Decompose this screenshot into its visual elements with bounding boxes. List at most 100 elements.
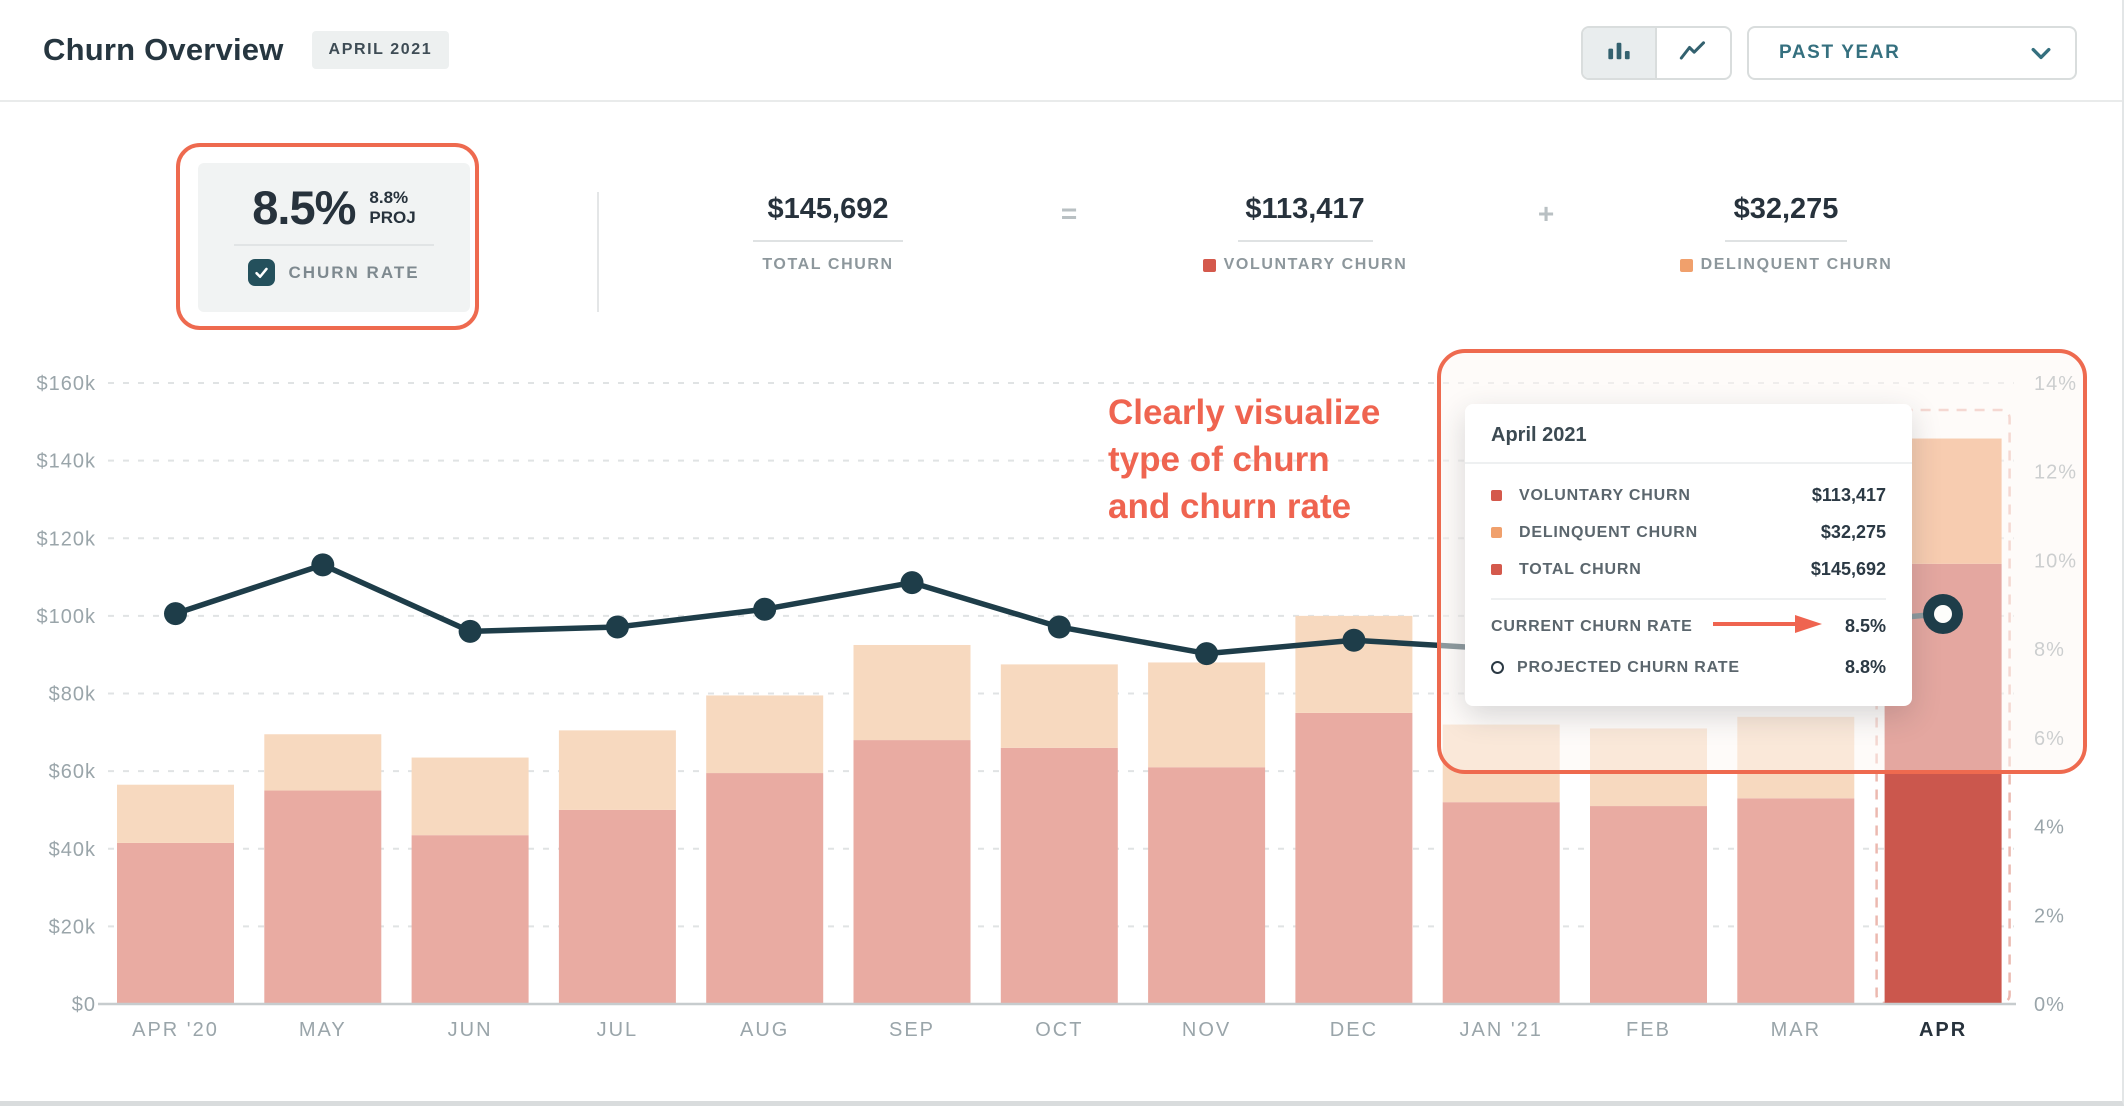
churn-rate-point-JUN[interactable] <box>458 619 482 643</box>
bar-voluntary-MAR[interactable] <box>1737 798 1855 1004</box>
x-axis-label-APR: APR <box>1919 1019 1967 1041</box>
x-axis-label-JUL: JUL <box>597 1019 639 1041</box>
chart-tooltip: April 2021 VOLUNTARY CHURN $113,417 DELI… <box>1465 404 1912 706</box>
card-divider <box>234 244 434 246</box>
y-axis-label-right: 4% <box>2034 817 2065 839</box>
annotation-text: Clearly visualize type of churn and chur… <box>1108 393 1381 526</box>
y-axis-label-right: 6% <box>2034 728 2065 750</box>
bar-delinquent-AUG[interactable] <box>706 695 824 774</box>
x-axis-label-APR '20: APR '20 <box>132 1019 219 1041</box>
y-axis-label-right: 0% <box>2034 994 2065 1016</box>
tooltip-row-projected-rate: PROJECTED CHURN RATE 8.8% <box>1491 647 1886 688</box>
churn-rate-point-MAY[interactable] <box>311 553 335 577</box>
bar-voluntary-SEP[interactable] <box>853 740 971 1004</box>
bar-voluntary-OCT[interactable] <box>1000 747 1118 1004</box>
bar-delinquent-SEP[interactable] <box>853 644 971 741</box>
total-churn-label: TOTAL CHURN <box>762 256 894 273</box>
churn-rate-point-AUG[interactable] <box>753 597 777 621</box>
tooltip-divider <box>1491 598 1886 600</box>
voluntary-swatch-icon <box>1491 490 1502 501</box>
tooltip-title: April 2021 <box>1491 424 1587 446</box>
churn-rate-checkbox[interactable] <box>248 259 276 286</box>
churn-rate-point-APR '20[interactable] <box>164 602 187 626</box>
y-axis-label-left: $0 <box>72 994 96 1016</box>
bar-voluntary-JUL[interactable] <box>558 809 676 1004</box>
x-axis-label-JAN '21: JAN '21 <box>1459 1019 1542 1041</box>
delinquent-swatch-icon <box>1491 527 1502 538</box>
total-swatch-icon <box>1491 564 1502 575</box>
bar-voluntary-MAY[interactable] <box>264 790 382 1004</box>
header-bar: Churn Overview APRIL 2021 <box>0 0 2122 102</box>
line-chart-icon <box>1679 39 1707 68</box>
x-axis-label-DEC: DEC <box>1330 1019 1378 1041</box>
arrow-right-icon <box>1711 615 1823 638</box>
chart-type-toggle[interactable] <box>1581 26 1732 80</box>
y-axis-label-left: $40k <box>49 839 96 861</box>
y-axis-label-left: $120k <box>37 528 97 550</box>
churn-rate-projection: 8.8% PROJ <box>369 188 416 227</box>
bar-view-button[interactable] <box>1583 28 1657 78</box>
total-churn-value: $145,692 <box>767 193 889 225</box>
bar-delinquent-MAR[interactable] <box>1737 716 1855 799</box>
stat-underline <box>1725 240 1847 242</box>
y-axis-label-left: $160k <box>37 373 97 395</box>
delinquent-churn-stat: $32,275 DELINQUENT CHURN <box>1646 193 1926 274</box>
bar-delinquent-APR '20[interactable] <box>117 784 234 843</box>
churn-rate-point-OCT[interactable] <box>1047 615 1071 639</box>
x-axis-label-MAR: MAR <box>1771 1019 1821 1041</box>
y-axis-label-left: $20k <box>49 916 96 938</box>
bar-delinquent-JUN[interactable] <box>411 757 529 836</box>
x-axis-label-NOV: NOV <box>1182 1019 1231 1041</box>
bar-delinquent-JUL[interactable] <box>558 730 676 810</box>
churn-rate-point-NOV[interactable] <box>1195 642 1219 666</box>
x-axis-label-FEB: FEB <box>1626 1019 1671 1041</box>
churn-rate-point-DEC[interactable] <box>1342 628 1366 652</box>
churn-rate-point-SEP[interactable] <box>900 571 924 595</box>
projected-rate-point[interactable] <box>1923 594 1963 634</box>
bar-delinquent-FEB[interactable] <box>1590 728 1707 807</box>
date-range-select[interactable]: PAST YEAR <box>1747 26 2077 80</box>
bar-delinquent-MAY[interactable] <box>264 734 382 791</box>
bar-voluntary-FEB[interactable] <box>1590 806 1707 1004</box>
churn-rate-point-JUL[interactable] <box>605 615 629 639</box>
tooltip-row-total: TOTAL CHURN $145,692 <box>1491 551 1886 588</box>
voluntary-churn-stat: $113,417 VOLUNTARY CHURN <box>1165 193 1445 274</box>
delinquent-churn-label: DELINQUENT CHURN <box>1646 256 1926 274</box>
plus-sign: + <box>1537 198 1555 229</box>
x-axis-label-JUN: JUN <box>448 1019 493 1041</box>
chevron-down-icon <box>2031 47 2051 59</box>
y-axis-label-left: $60k <box>49 761 96 783</box>
bar-voluntary-NOV[interactable] <box>1148 767 1266 1004</box>
delinquent-churn-value: $32,275 <box>1733 193 1839 225</box>
bar-delinquent-JAN '21[interactable] <box>1442 724 1560 803</box>
bar-voluntary-JAN '21[interactable] <box>1442 802 1560 1004</box>
bar-voluntary-AUG[interactable] <box>706 773 824 1004</box>
bar-chart-icon <box>1606 38 1632 69</box>
total-churn-stat: $145,692 TOTAL CHURN <box>688 193 968 274</box>
voluntary-swatch-icon <box>1202 258 1216 272</box>
x-axis-label-AUG: AUG <box>740 1019 789 1041</box>
equals-sign: = <box>1060 198 1078 229</box>
tooltip-row-current-rate: CURRENT CHURN RATE 8.5% <box>1491 615 1886 638</box>
projected-ring-icon <box>1491 661 1504 674</box>
voluntary-churn-value: $113,417 <box>1245 193 1365 225</box>
delinquent-swatch-icon <box>1679 258 1693 272</box>
bar-voluntary-JUN[interactable] <box>411 835 529 1004</box>
bar-delinquent-NOV[interactable] <box>1148 662 1266 768</box>
y-axis-label-right: 8% <box>2034 639 2065 661</box>
y-axis-label-right: 12% <box>2034 462 2077 484</box>
line-view-button[interactable] <box>1657 28 1731 78</box>
y-axis-label-right: 10% <box>2034 550 2077 572</box>
y-axis-label-left: $140k <box>37 451 97 473</box>
bar-voluntary-DEC[interactable] <box>1295 712 1413 1004</box>
page-title: Churn Overview <box>43 32 284 67</box>
bar-delinquent-OCT[interactable] <box>1000 664 1118 748</box>
bar-voluntary-APR '20[interactable] <box>117 842 234 1004</box>
churn-rate-value: 8.5% <box>252 181 356 234</box>
x-axis-label-SEP: SEP <box>889 1019 935 1041</box>
y-axis-label-left: $100k <box>37 606 97 628</box>
stat-underline <box>1237 240 1373 242</box>
x-axis-label-OCT: OCT <box>1035 1019 1083 1041</box>
voluntary-churn-label: VOLUNTARY CHURN <box>1165 256 1445 274</box>
